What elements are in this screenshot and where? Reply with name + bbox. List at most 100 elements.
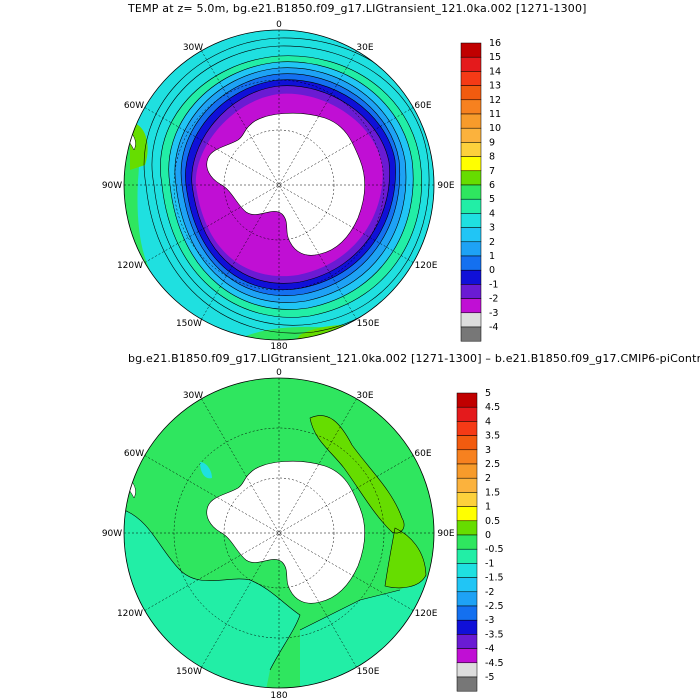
lon-label-150e: 150E (357, 319, 380, 329)
lon-label-90e: 90E (437, 529, 454, 539)
colorbar-tick-label: 2 (485, 473, 491, 484)
lon-label-0: 0 (276, 368, 282, 378)
colorbar-swatch (456, 520, 478, 536)
colorbar-tick-label: 4.5 (485, 402, 500, 413)
colorbar-swatch (456, 392, 478, 408)
lon-label-60w: 60W (124, 449, 144, 459)
colorbar-tick-label: 0 (485, 530, 491, 541)
colorbar-tick-label: 6 (489, 180, 495, 191)
colorbar-tick-label: 1 (485, 502, 491, 513)
colorbar-swatch (460, 298, 482, 314)
lon-label-180: 180 (270, 342, 287, 352)
warming-patch-east (385, 528, 426, 588)
colorbar-swatch (460, 56, 482, 72)
cooling-region-south (124, 510, 434, 688)
colorbar-swatch (456, 662, 478, 678)
colorbar-swatch (456, 577, 478, 593)
colorbar-swatch (460, 156, 482, 172)
colorbar-swatch (460, 99, 482, 115)
colorbar-swatch (456, 506, 478, 522)
colorbar-tick-label: 2 (489, 237, 495, 248)
lon-label-30w: 30W (183, 391, 203, 401)
colorbar-tick-label: 1 (489, 251, 495, 262)
colorbar-tick-label: -1.5 (485, 573, 504, 584)
lon-label-60e: 60E (414, 449, 431, 459)
colorbar-tick-label: 10 (489, 123, 501, 134)
colorbar-tick-label: 13 (489, 81, 501, 92)
colorbar-swatch (460, 312, 482, 328)
colorbar-tick-label: 1.5 (485, 487, 500, 498)
colorbar-tick-label: -1 (489, 279, 498, 290)
difference-colorbar: 5 4.5 4 3.5 3 2.5 2 1.5 1 0.5 0 -0.5 -1 -1.5 -2 -2.5 -3 -… (456, 388, 504, 692)
colorbar-swatch (456, 648, 478, 664)
lon-label-120e: 120E (415, 261, 438, 271)
lon-label-30e: 30E (356, 43, 373, 53)
colorbar-tick-label: 2.5 (485, 459, 500, 470)
colorbar-tick-label: 4 (489, 208, 495, 219)
colorbar-tick-label: -4.5 (485, 658, 504, 669)
colorbar-swatch (456, 548, 478, 564)
colorbar-swatch (460, 284, 482, 299)
colorbar-tick-label: 4 (485, 416, 491, 427)
lon-label-120w: 120W (117, 261, 143, 271)
lon-label-30w: 30W (183, 43, 203, 53)
lon-label-90w: 90W (102, 529, 122, 539)
colorbar-tick-label: 14 (489, 66, 501, 77)
colorbar-swatch (456, 619, 478, 635)
antarctica-landmass (206, 112, 366, 256)
colorbar-tick-label: 11 (489, 109, 501, 120)
colorbar-tick-label: -2 (489, 294, 498, 305)
lon-label-30e: 30E (356, 391, 373, 401)
colorbar-swatch (456, 477, 478, 493)
colorbar-swatch (460, 71, 482, 86)
lon-label-90e: 90E (437, 181, 454, 191)
colorbar-tick-label: -2 (485, 587, 494, 598)
colorbar-swatch (456, 449, 478, 465)
colorbar-tick-label: -1 (485, 558, 494, 569)
colorbar-swatch (460, 142, 482, 157)
lon-label-150w: 150W (176, 319, 202, 329)
lon-label-0: 0 (276, 20, 282, 30)
lon-label-60e: 60E (414, 101, 431, 111)
colorbar-swatch (460, 184, 482, 200)
colorbar-tick-label: 0 (489, 265, 495, 276)
lon-label-90w: 90W (102, 181, 122, 191)
lon-label-60w: 60W (124, 101, 144, 111)
cool-patch-peninsula (200, 462, 212, 479)
colorbar-tick-label: 12 (489, 95, 501, 106)
colorbar-swatch (460, 241, 482, 257)
colorbar-swatch (460, 170, 482, 186)
colorbar-tick-label: -2.5 (485, 601, 504, 612)
antarctica-landmass (206, 460, 366, 604)
lon-label-120w: 120W (117, 609, 143, 619)
colorbar-swatch (456, 605, 478, 621)
colorbar-tick-label: -3 (489, 308, 498, 319)
colorbar-swatch (460, 42, 482, 58)
graticule (124, 30, 434, 340)
colorbar-swatch (460, 85, 482, 101)
colorbar-swatch (456, 492, 478, 507)
lon-label-120e: 120E (415, 609, 438, 619)
colorbar-swatch (456, 435, 478, 451)
colorbar-swatch (460, 255, 482, 271)
colorbar-tick-label: -5 (485, 672, 494, 683)
colorbar-swatch (456, 563, 478, 578)
temperature-map-panel: 0 30E 60E 90E 120E 150E 180 150W 120W 90… (102, 20, 501, 352)
map-border (123, 29, 435, 341)
colorbar-tick-label: 3.5 (485, 431, 500, 442)
colorbar-swatch (460, 198, 482, 214)
colorbar-tick-label: 16 (489, 38, 501, 49)
lon-label-150e: 150E (357, 667, 380, 677)
colorbar-tick-label: -0.5 (485, 544, 504, 555)
colorbar-swatch (456, 634, 478, 649)
difference-field (124, 378, 434, 688)
colorbar-tick-label: 9 (489, 137, 495, 148)
graticule (124, 378, 434, 688)
map-border (123, 377, 435, 689)
panel1-title: TEMP at z= 5.0m, bg.e21.B1850.f09_g17.LI… (128, 2, 587, 15)
colorbar-tick-label: 3 (485, 445, 491, 456)
colorbar-tick-label: 15 (489, 52, 501, 63)
warm-western-patch (130, 120, 148, 170)
colorbar-tick-label: 5 (485, 388, 491, 399)
